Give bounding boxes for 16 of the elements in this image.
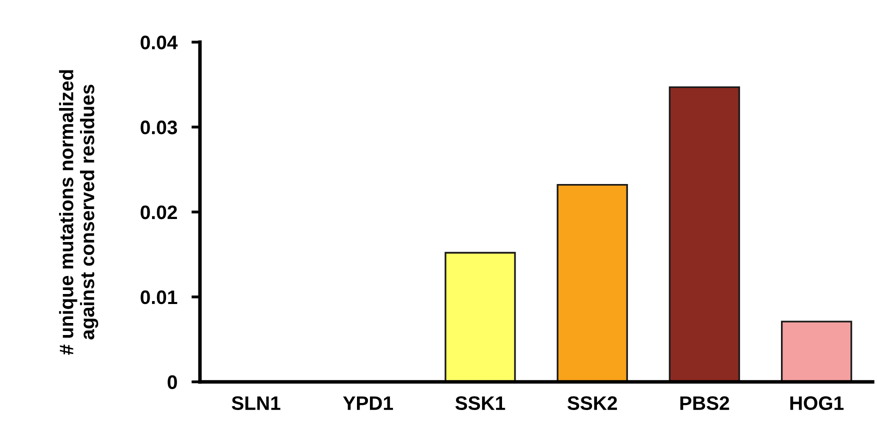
bar bbox=[780, 320, 852, 382]
x-tick-label: SSK2 bbox=[568, 396, 617, 410]
y-tick-label: 0.04 bbox=[140, 36, 178, 50]
x-tick-label: HOG1 bbox=[790, 396, 844, 410]
y-axis-title: # unique mutations normalized against conserved residues bbox=[59, 70, 98, 355]
y-tick-label: 0.01 bbox=[140, 290, 178, 304]
y-tick-label: 0.03 bbox=[140, 120, 178, 134]
y-tick-label: 0 bbox=[168, 375, 177, 390]
bar bbox=[444, 252, 516, 382]
x-tick-label: YPD1 bbox=[343, 396, 393, 410]
x-tick-label: SSK1 bbox=[455, 396, 506, 410]
bar bbox=[556, 184, 628, 382]
x-tick-label: SLN1 bbox=[232, 396, 280, 410]
x-tick-label: PBS2 bbox=[680, 396, 730, 410]
y-tick-label: 0.02 bbox=[140, 205, 177, 220]
bar bbox=[668, 86, 740, 382]
